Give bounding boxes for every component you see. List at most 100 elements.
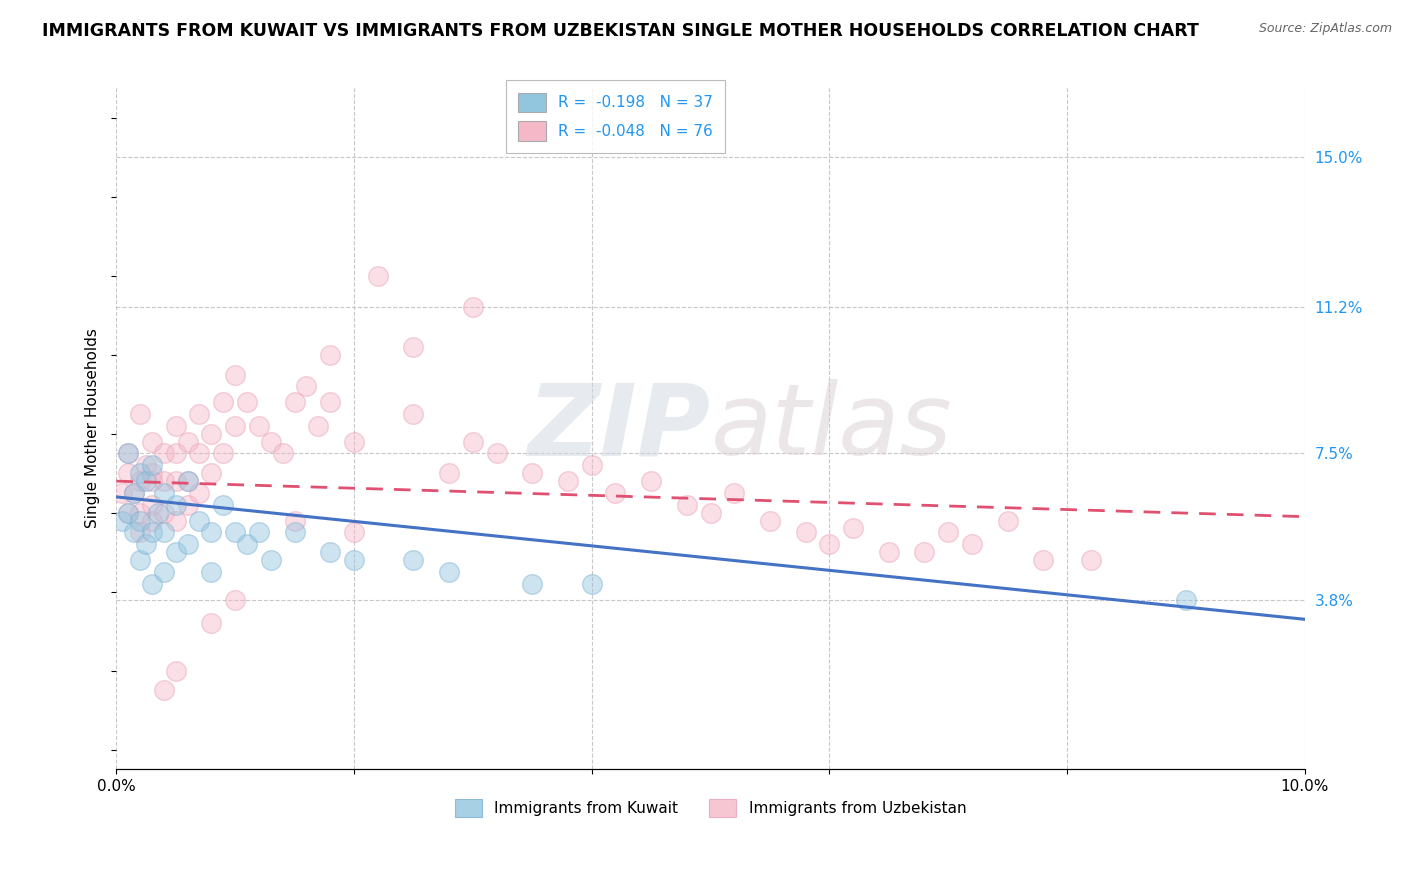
Point xyxy=(111,486,134,500)
Point xyxy=(557,474,579,488)
Point xyxy=(260,434,283,449)
Point xyxy=(437,565,460,579)
Point xyxy=(141,498,163,512)
Point xyxy=(319,395,342,409)
Point xyxy=(997,514,1019,528)
Point xyxy=(188,407,211,421)
Point xyxy=(135,537,157,551)
Point xyxy=(165,545,187,559)
Point xyxy=(129,514,152,528)
Point xyxy=(141,434,163,449)
Point xyxy=(367,268,389,283)
Point xyxy=(581,576,603,591)
Point xyxy=(247,525,270,540)
Point xyxy=(141,474,163,488)
Point xyxy=(153,446,176,460)
Point xyxy=(200,525,222,540)
Point xyxy=(176,474,198,488)
Point xyxy=(759,514,782,528)
Point xyxy=(176,434,198,449)
Point xyxy=(176,537,198,551)
Point xyxy=(437,467,460,481)
Point xyxy=(153,565,176,579)
Point xyxy=(224,525,246,540)
Point xyxy=(247,418,270,433)
Point xyxy=(319,348,342,362)
Point xyxy=(117,446,139,460)
Point xyxy=(960,537,983,551)
Point xyxy=(200,467,222,481)
Point xyxy=(122,525,145,540)
Point xyxy=(319,545,342,559)
Point xyxy=(165,498,187,512)
Point xyxy=(699,506,721,520)
Point xyxy=(818,537,841,551)
Point xyxy=(165,664,187,678)
Point xyxy=(236,395,259,409)
Point xyxy=(485,446,508,460)
Point xyxy=(117,506,139,520)
Point xyxy=(283,525,305,540)
Point xyxy=(165,418,187,433)
Point xyxy=(402,340,425,354)
Point xyxy=(135,474,157,488)
Text: ZIP: ZIP xyxy=(527,379,710,476)
Point xyxy=(1032,553,1054,567)
Point xyxy=(936,525,959,540)
Text: atlas: atlas xyxy=(710,379,952,476)
Point xyxy=(283,514,305,528)
Point xyxy=(153,506,176,520)
Point xyxy=(200,426,222,441)
Point xyxy=(117,506,139,520)
Point xyxy=(914,545,936,559)
Point xyxy=(153,525,176,540)
Point xyxy=(153,486,176,500)
Point xyxy=(402,553,425,567)
Point xyxy=(461,301,484,315)
Point xyxy=(188,486,211,500)
Point xyxy=(605,486,627,500)
Point xyxy=(224,418,246,433)
Point xyxy=(129,525,152,540)
Legend: Immigrants from Kuwait, Immigrants from Uzbekistan: Immigrants from Kuwait, Immigrants from … xyxy=(449,793,973,823)
Point xyxy=(283,395,305,409)
Point xyxy=(200,616,222,631)
Point xyxy=(146,506,169,520)
Point xyxy=(224,592,246,607)
Point xyxy=(307,418,329,433)
Point xyxy=(141,576,163,591)
Point xyxy=(165,474,187,488)
Point xyxy=(1174,592,1197,607)
Point xyxy=(117,467,139,481)
Point xyxy=(129,474,152,488)
Point xyxy=(212,446,235,460)
Point xyxy=(122,486,145,500)
Point xyxy=(176,474,198,488)
Point xyxy=(188,514,211,528)
Point xyxy=(188,446,211,460)
Point xyxy=(200,565,222,579)
Text: IMMIGRANTS FROM KUWAIT VS IMMIGRANTS FROM UZBEKISTAN SINGLE MOTHER HOUSEHOLDS CO: IMMIGRANTS FROM KUWAIT VS IMMIGRANTS FRO… xyxy=(42,22,1199,40)
Point xyxy=(135,458,157,473)
Point xyxy=(141,458,163,473)
Point xyxy=(522,576,544,591)
Text: Source: ZipAtlas.com: Source: ZipAtlas.com xyxy=(1258,22,1392,36)
Point xyxy=(343,525,366,540)
Point xyxy=(176,498,198,512)
Point xyxy=(522,467,544,481)
Point xyxy=(129,506,152,520)
Point xyxy=(877,545,900,559)
Point xyxy=(295,379,318,393)
Point xyxy=(343,434,366,449)
Point xyxy=(343,553,366,567)
Point xyxy=(402,407,425,421)
Point xyxy=(117,446,139,460)
Point xyxy=(122,486,145,500)
Y-axis label: Single Mother Households: Single Mother Households xyxy=(86,328,100,528)
Point xyxy=(212,498,235,512)
Point xyxy=(129,553,152,567)
Point xyxy=(271,446,294,460)
Point xyxy=(640,474,662,488)
Point xyxy=(141,514,163,528)
Point xyxy=(165,446,187,460)
